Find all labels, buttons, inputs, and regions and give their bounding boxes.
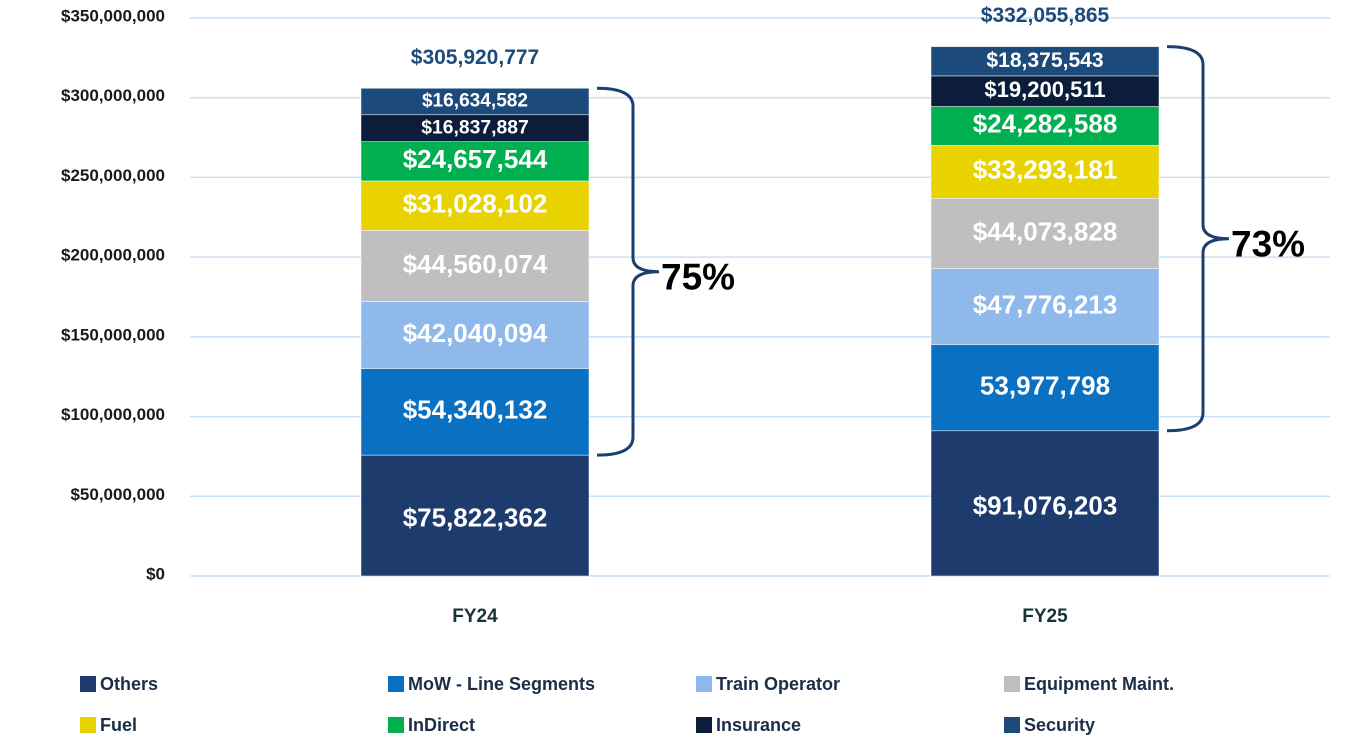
value-label: $19,200,511 bbox=[984, 77, 1105, 102]
value-label: $24,282,588 bbox=[973, 109, 1118, 139]
x-tick-label: FY24 bbox=[452, 606, 498, 627]
bar-segment bbox=[360, 88, 590, 116]
bar-segment bbox=[930, 75, 1160, 107]
bar-segment bbox=[360, 230, 590, 302]
y-tick-label: $350,000,000 bbox=[61, 6, 165, 25]
bar-segment bbox=[930, 144, 1160, 199]
bar-segment bbox=[360, 141, 590, 182]
value-label: $75,822,362 bbox=[403, 502, 548, 532]
y-tick-label: $0 bbox=[146, 564, 165, 583]
value-label: $44,560,074 bbox=[403, 249, 548, 279]
value-label: $44,073,828 bbox=[973, 216, 1118, 246]
value-label: $16,634,582 bbox=[422, 91, 528, 112]
bar-segment bbox=[360, 180, 590, 231]
y-tick-label: $250,000,000 bbox=[61, 166, 165, 185]
bar-segment bbox=[930, 106, 1160, 146]
annotation: 73% bbox=[1231, 223, 1305, 264]
bar-segment bbox=[930, 46, 1160, 77]
value-label: $24,657,544 bbox=[403, 144, 548, 174]
value-label: $31,028,102 bbox=[403, 189, 548, 219]
legend-swatch bbox=[80, 717, 96, 733]
legend-swatch bbox=[696, 676, 712, 692]
y-tick-label: $100,000,000 bbox=[61, 405, 165, 424]
bar-segment bbox=[930, 344, 1160, 432]
value-label: $47,776,213 bbox=[973, 290, 1118, 320]
legend-label: Train Operator bbox=[716, 674, 840, 694]
value-label: $91,076,203 bbox=[973, 490, 1118, 520]
legend-swatch bbox=[388, 717, 404, 733]
bar-segment bbox=[360, 301, 590, 369]
legend-label: Fuel bbox=[100, 715, 137, 735]
legend-label: MoW - Line Segments bbox=[408, 674, 595, 694]
value-label: $33,293,181 bbox=[973, 155, 1118, 185]
total-label: $332,055,865 bbox=[981, 4, 1110, 27]
y-tick-label: $200,000,000 bbox=[61, 246, 165, 265]
bar-segment bbox=[930, 430, 1160, 577]
value-label: $42,040,094 bbox=[403, 318, 548, 348]
legend-swatch bbox=[1004, 676, 1020, 692]
total-label: $305,920,777 bbox=[411, 46, 539, 69]
value-label: 53,977,798 bbox=[980, 371, 1110, 401]
value-label: $54,340,132 bbox=[403, 395, 548, 425]
legend-swatch bbox=[388, 676, 404, 692]
legend-label: InDirect bbox=[408, 715, 475, 735]
brace bbox=[596, 86, 660, 457]
bar-segment bbox=[360, 454, 590, 577]
brace bbox=[1166, 45, 1230, 433]
annotation: 75% bbox=[661, 256, 735, 297]
bar-segment bbox=[930, 198, 1160, 269]
legend-label: Equipment Maint. bbox=[1024, 674, 1174, 694]
legend-swatch bbox=[1004, 717, 1020, 733]
y-tick-label: $300,000,000 bbox=[61, 86, 165, 105]
legend-swatch bbox=[696, 717, 712, 733]
y-tick-label: $150,000,000 bbox=[61, 325, 165, 344]
bar-segment bbox=[930, 268, 1160, 345]
x-tick-label: FY25 bbox=[1022, 606, 1068, 627]
legend-label: Insurance bbox=[716, 715, 801, 735]
legend-label: Security bbox=[1024, 715, 1095, 735]
legend-swatch bbox=[80, 676, 96, 692]
value-label: $16,837,887 bbox=[421, 117, 528, 138]
value-label: $18,375,543 bbox=[986, 49, 1103, 72]
bar-segment bbox=[360, 368, 590, 456]
legend-label: Others bbox=[100, 674, 158, 694]
y-tick-label: $50,000,000 bbox=[70, 485, 165, 504]
